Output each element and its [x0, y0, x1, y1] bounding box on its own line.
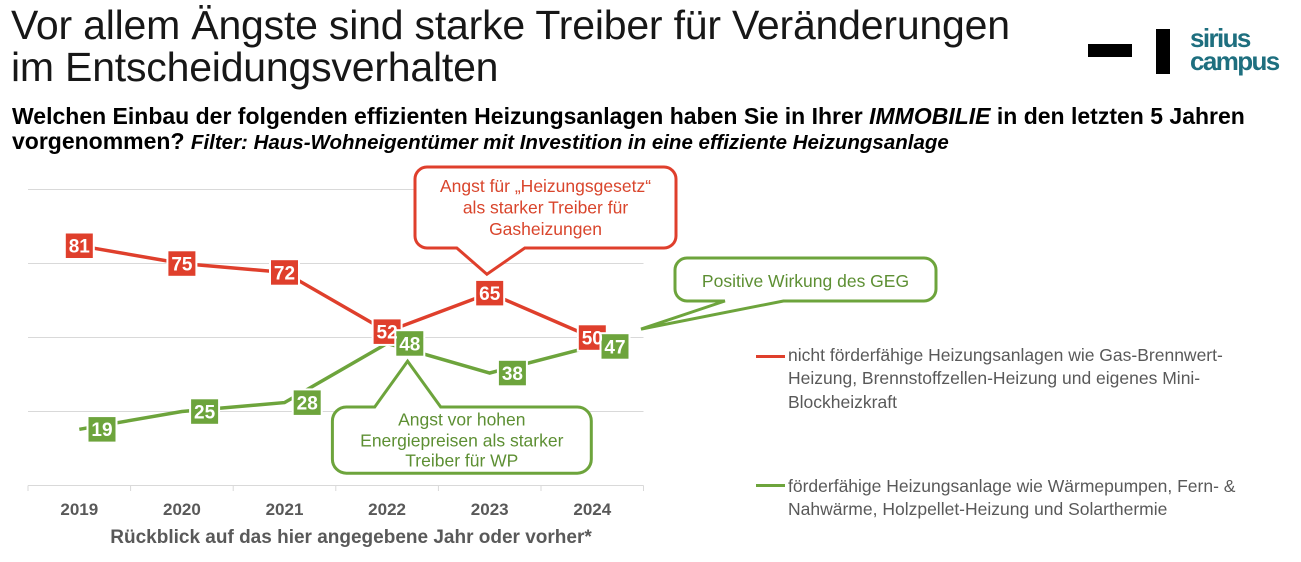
svg-text:Gasheizungen: Gasheizungen [489, 219, 602, 239]
svg-text:81: 81 [69, 237, 91, 258]
svg-text:2020: 2020 [163, 500, 201, 519]
svg-text:Angst vor hohen: Angst vor hohen [398, 410, 525, 430]
svg-text:28: 28 [297, 394, 318, 415]
svg-text:2019: 2019 [60, 500, 98, 519]
svg-text:50: 50 [582, 328, 603, 349]
svg-text:2023: 2023 [471, 500, 509, 519]
svg-text:52: 52 [377, 323, 398, 344]
svg-text:19: 19 [91, 420, 112, 441]
svg-text:47: 47 [604, 337, 625, 358]
svg-text:2024: 2024 [573, 500, 611, 519]
svg-text:65: 65 [479, 284, 501, 305]
svg-text:2021: 2021 [266, 500, 304, 519]
svg-text:48: 48 [399, 334, 420, 355]
svg-text:Angst für „Heizungsgesetz“: Angst für „Heizungsgesetz“ [440, 176, 651, 196]
svg-text:als starker Treiber für: als starker Treiber für [463, 198, 628, 218]
svg-text:Rückblick auf das hier angegeb: Rückblick auf das hier angegebene Jahr o… [110, 527, 592, 548]
svg-text:75: 75 [171, 254, 193, 275]
svg-text:72: 72 [274, 263, 295, 284]
svg-text:2022: 2022 [368, 500, 406, 519]
svg-text:Positive Wirkung des GEG: Positive Wirkung des GEG [702, 271, 909, 291]
svg-text:38: 38 [502, 364, 523, 385]
svg-text:25: 25 [194, 402, 216, 423]
svg-text:Energiepreisen als starker: Energiepreisen als starker [360, 431, 563, 451]
svg-text:Treiber für WP: Treiber für WP [405, 451, 518, 471]
